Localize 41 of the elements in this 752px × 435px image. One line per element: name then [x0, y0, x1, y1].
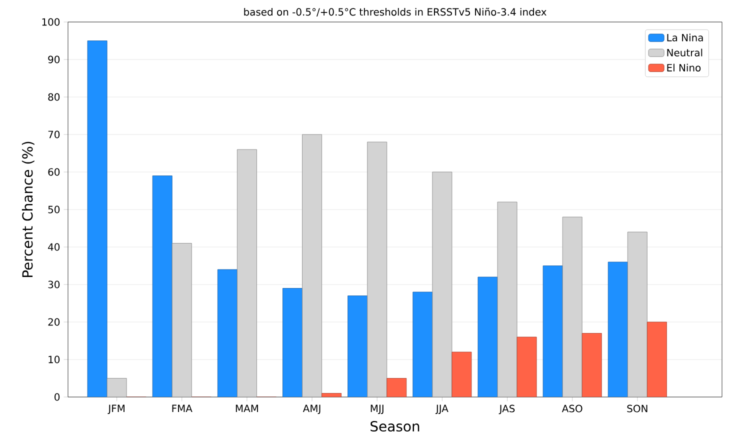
x-tick-label: AMJ [302, 404, 320, 414]
bar [412, 292, 433, 397]
chart-title: based on -0.5°/+0.5°C thresholds in ERSSTv5 Niño-3.4 index [244, 8, 546, 16]
x-tick-label: MJJ [370, 404, 384, 414]
bar [542, 266, 563, 397]
y-tick-label: 90 [48, 56, 60, 64]
y-axis-title: Percent Chance (%) [22, 142, 34, 277]
bar [646, 322, 667, 397]
y-tick-label: 30 [48, 280, 60, 288]
bar [348, 296, 368, 397]
bar [608, 262, 628, 397]
bar [106, 378, 127, 397]
bar [217, 269, 238, 397]
bar [282, 288, 302, 397]
y-tick-label: 10 [48, 356, 60, 364]
x-tick-label: JFM [108, 404, 124, 414]
x-tick-label: JJA [435, 404, 448, 414]
bar [386, 378, 407, 397]
y-tick-label: 80 [48, 93, 60, 101]
legend-label: El Nino [667, 64, 701, 72]
x-tick-label: SON [627, 404, 648, 412]
bar [582, 333, 602, 397]
legend-label: Neutral [667, 48, 702, 56]
y-tick-label: 70 [48, 130, 60, 138]
x-axis-title: Season [370, 420, 420, 432]
y-tick-label: 0 [54, 393, 60, 401]
y-tick-label: 60 [48, 168, 60, 176]
y-tick-label: 50 [48, 206, 60, 214]
y-tick-label: 100 [42, 18, 60, 26]
bar [452, 352, 472, 397]
x-tick-label: ASO [562, 404, 582, 412]
bar [478, 276, 498, 397]
bar [516, 336, 537, 397]
y-tick-label: 20 [48, 318, 60, 326]
x-tick-label: FMA [172, 404, 192, 412]
y-tick-label: 40 [48, 243, 60, 251]
bar [152, 176, 172, 397]
x-tick-label: JAS [498, 404, 515, 414]
x-tick-label: MAM [236, 404, 258, 412]
bar [87, 40, 108, 397]
legend-label: La Nina [667, 34, 703, 42]
